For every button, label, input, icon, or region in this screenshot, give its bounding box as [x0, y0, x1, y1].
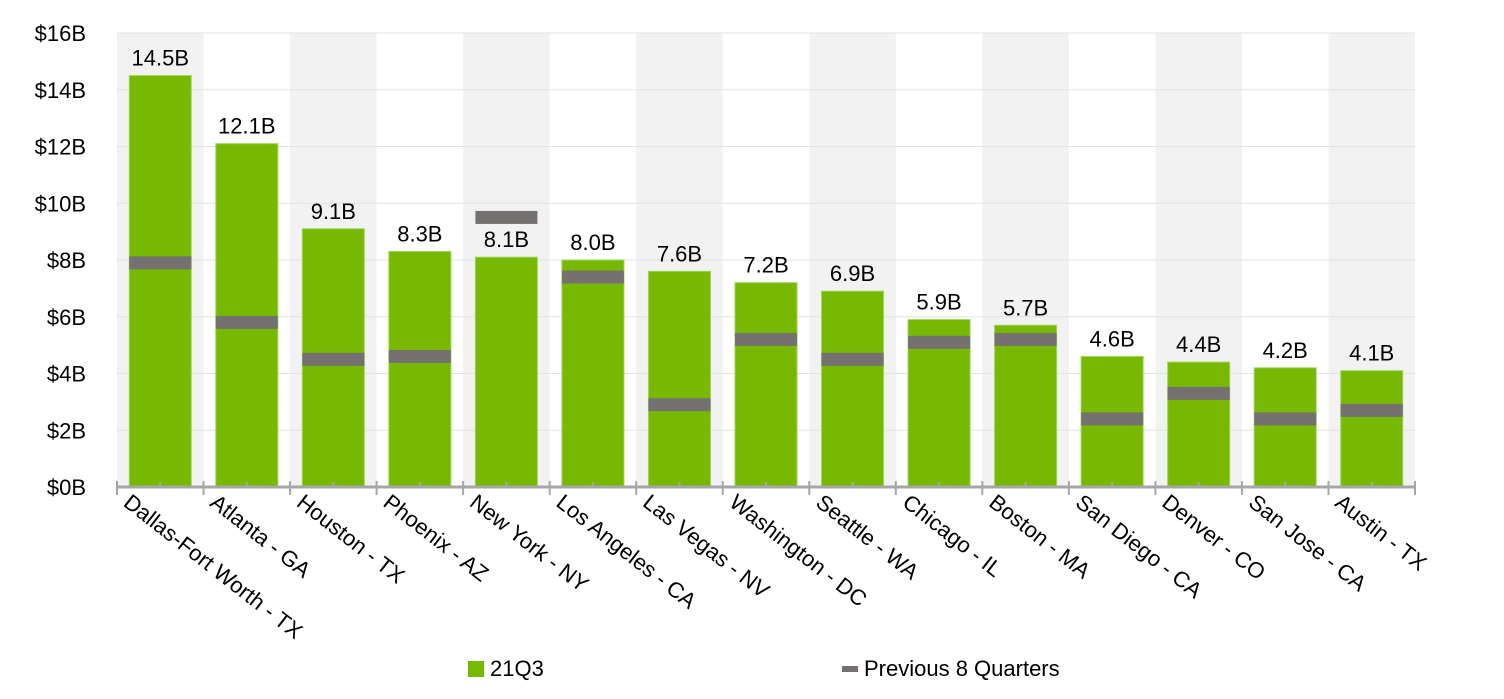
bar-21q3	[561, 259, 625, 488]
legend-label: 21Q3	[490, 656, 544, 681]
y-tick-label: $0B	[47, 475, 86, 500]
marker-previous-8-quarters	[302, 352, 365, 366]
data-label: 7.6B	[657, 241, 702, 266]
bar-21q3	[734, 282, 798, 488]
y-tick-label: $6B	[47, 305, 86, 330]
marker-previous-8-quarters	[129, 256, 192, 270]
marker-previous-8-quarters	[735, 332, 797, 346]
data-label: 8.0B	[570, 230, 615, 255]
data-label: 14.5B	[132, 46, 190, 71]
bar-21q3	[647, 270, 711, 488]
data-label: 6.9B	[830, 261, 875, 286]
bar-chart: $0B$2B$4B$6B$8B$10B$12B$14B$16B14.5BDall…	[35, 21, 1432, 644]
y-tick-label: $4B	[47, 362, 86, 387]
bar-21q3	[388, 250, 452, 488]
marker-previous-8-quarters	[475, 210, 538, 224]
y-tick-label: $8B	[47, 248, 86, 273]
data-label: 4.1B	[1349, 341, 1394, 366]
data-label: 9.1B	[311, 199, 356, 224]
marker-previous-8-quarters	[648, 398, 711, 412]
marker-previous-8-quarters	[1167, 386, 1230, 400]
marker-previous-8-quarters	[1254, 412, 1317, 426]
marker-previous-8-quarters	[1081, 412, 1144, 426]
marker-previous-8-quarters	[388, 349, 451, 363]
y-tick-label: $2B	[47, 418, 86, 443]
y-tick-label: $14B	[35, 78, 86, 103]
y-tick-label: $16B	[35, 21, 86, 46]
data-label: 12.1B	[218, 114, 276, 139]
legend: 21Q3 Previous 8 Quarters	[0, 656, 1504, 686]
bar-21q3	[128, 75, 192, 488]
y-tick-label: $10B	[35, 191, 86, 216]
y-tick-label: $12B	[35, 135, 86, 160]
marker-previous-8-quarters	[908, 335, 971, 349]
bar-21q3	[1253, 367, 1317, 488]
marker-previous-8-quarters	[994, 332, 1057, 346]
marker-previous-8-quarters	[1340, 403, 1403, 417]
data-label: 5.7B	[1003, 295, 1048, 320]
marker-previous-8-quarters	[215, 315, 278, 329]
bar-21q3	[1340, 370, 1404, 488]
legend-swatch-marker	[842, 666, 858, 672]
bar-21q3	[994, 324, 1058, 488]
data-label: 4.6B	[1090, 326, 1135, 351]
marker-previous-8-quarters	[821, 352, 884, 366]
bar-21q3	[821, 290, 885, 488]
legend-swatch-bar	[468, 661, 484, 677]
legend-item-21q3: 21Q3	[468, 656, 544, 682]
data-label: 7.2B	[743, 253, 788, 278]
data-label: 5.9B	[916, 290, 961, 315]
data-label: 4.4B	[1176, 332, 1221, 357]
bar-21q3	[1167, 361, 1231, 488]
marker-previous-8-quarters	[561, 270, 624, 284]
data-label: 8.1B	[484, 227, 529, 252]
data-label: 4.2B	[1263, 338, 1308, 363]
bar-21q3	[215, 143, 279, 488]
bar-21q3	[474, 256, 538, 488]
legend-item-previous-8-quarters: Previous 8 Quarters	[842, 656, 1060, 682]
data-label: 8.3B	[397, 221, 442, 246]
legend-label: Previous 8 Quarters	[864, 656, 1060, 681]
